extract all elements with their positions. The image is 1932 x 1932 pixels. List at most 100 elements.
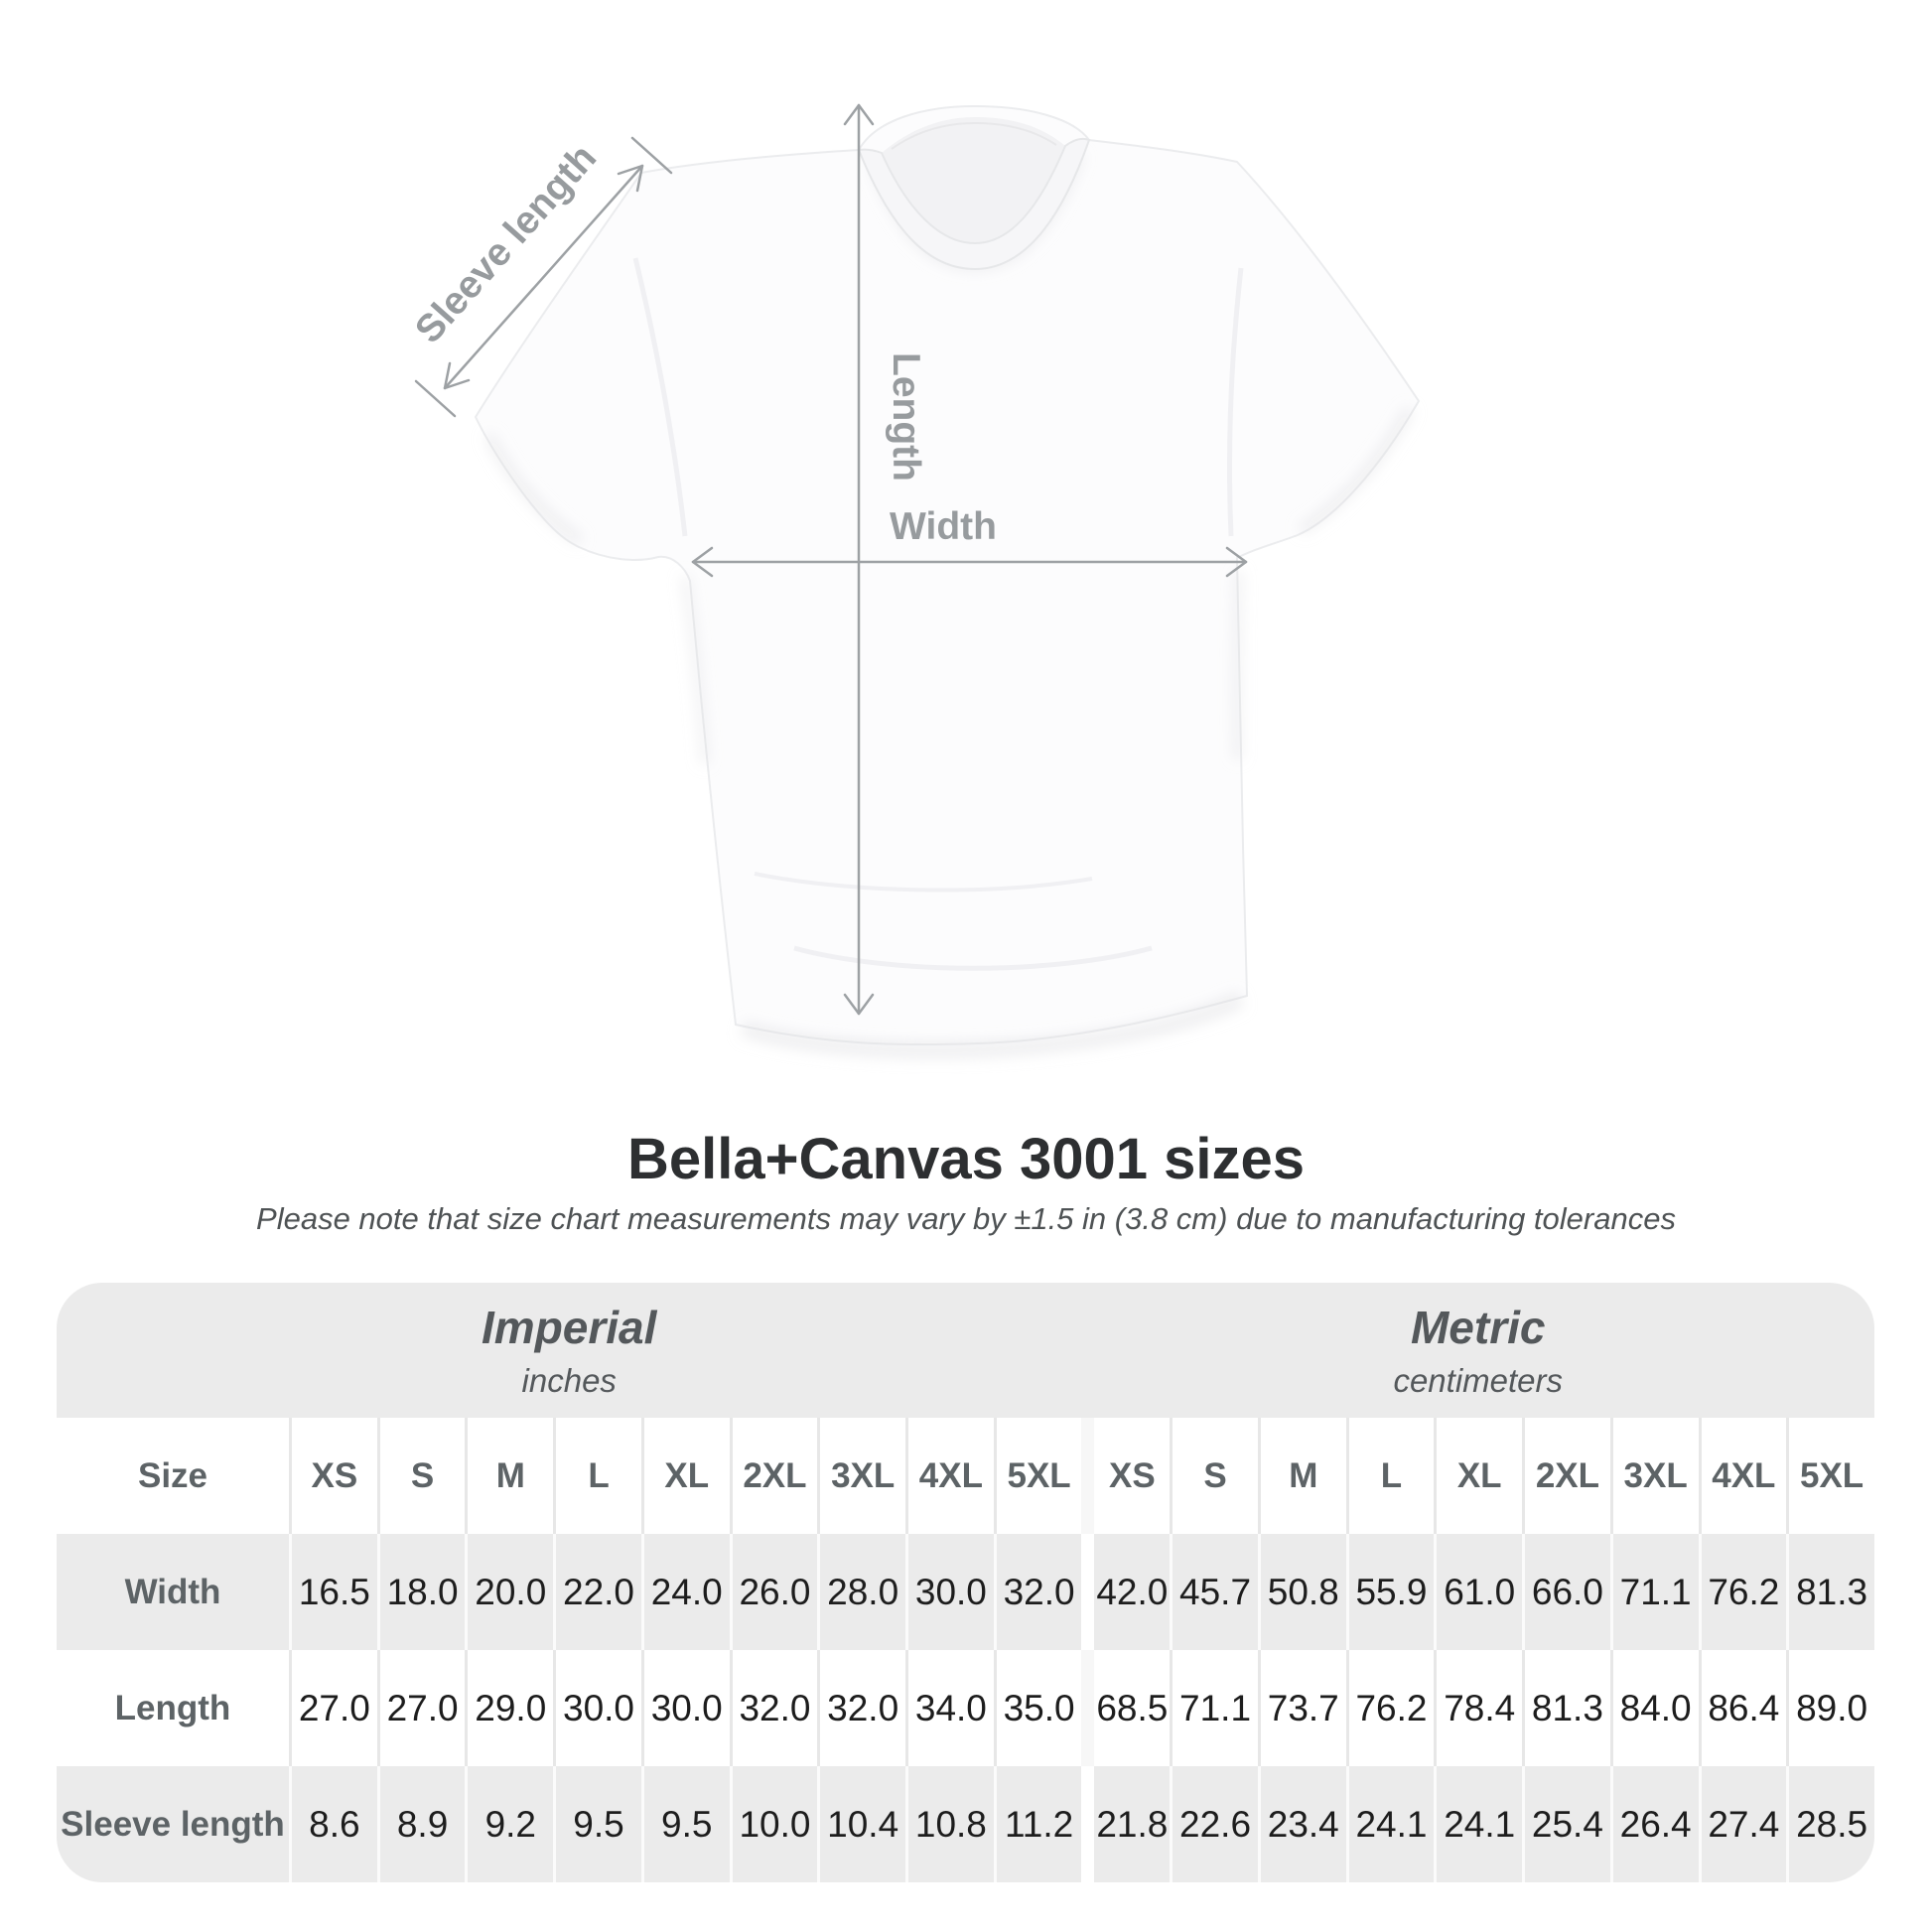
measurement-cell: 78.4 <box>1434 1650 1523 1766</box>
measurement-cell: 27.4 <box>1698 1766 1787 1882</box>
length-label: Length <box>885 352 927 482</box>
measurement-cell: 24.1 <box>1345 1766 1435 1882</box>
measurement-cell: 22.6 <box>1170 1766 1258 1882</box>
measurement-cell: 9.2 <box>465 1766 554 1882</box>
width-arrow <box>691 546 1248 578</box>
col-header-metric-2xl: 2XL <box>1522 1418 1610 1534</box>
imperial-group-name: Imperial <box>482 1302 657 1353</box>
measurement-cell: 28.0 <box>817 1534 906 1650</box>
col-header-metric-m: M <box>1257 1418 1346 1534</box>
col-header-imperial-3xl: 3XL <box>817 1418 906 1534</box>
measurement-cell: 27.0 <box>376 1650 466 1766</box>
measurement-cell: 50.8 <box>1257 1534 1346 1650</box>
measurement-cell: 10.0 <box>729 1766 818 1882</box>
measurement-cell: 29.0 <box>465 1650 554 1766</box>
measurement-cell: 30.0 <box>640 1650 730 1766</box>
imperial-group-header: Imperial inches <box>57 1283 1082 1418</box>
size-header-row: Size XS S M L XL 2XL 3XL 4XL 5XL XS S M … <box>57 1418 1874 1534</box>
metric-group-header: Metric centimeters <box>1081 1283 1874 1418</box>
col-header-imperial-l: L <box>553 1418 641 1534</box>
shirt-diagram: Sleeve length Length Width <box>407 103 1421 1059</box>
measurement-cell: 27.0 <box>289 1650 377 1766</box>
measurement-cell: 10.8 <box>905 1766 994 1882</box>
measurement-cell: 71.1 <box>1609 1534 1699 1650</box>
width-label: Width <box>890 505 997 548</box>
measurement-cell: 8.9 <box>376 1766 466 1882</box>
size-corner-header: Size <box>57 1418 289 1534</box>
measurement-cell: 76.2 <box>1345 1650 1435 1766</box>
measurement-cell: 25.4 <box>1522 1766 1610 1882</box>
sleeve-length-arrow <box>414 136 673 418</box>
imperial-group-unit: inches <box>521 1362 617 1399</box>
col-header-metric-4xl: 4XL <box>1698 1418 1787 1534</box>
measurement-cell: 34.0 <box>905 1650 994 1766</box>
measurement-cell: 30.0 <box>553 1650 641 1766</box>
col-header-metric-xl: XL <box>1434 1418 1523 1534</box>
page-title: Bella+Canvas 3001 sizes <box>627 1127 1305 1191</box>
col-header-metric-s: S <box>1170 1418 1258 1534</box>
measurement-cell: 26.4 <box>1609 1766 1699 1882</box>
tshirt-illustration <box>474 104 1421 1059</box>
table-row-width: Width 16.5 18.0 20.0 22.0 24.0 26.0 28.0… <box>57 1534 1874 1650</box>
measurement-cell: 45.7 <box>1170 1534 1258 1650</box>
measurement-cell: 32.0 <box>729 1650 818 1766</box>
measurement-cell: 86.4 <box>1698 1650 1787 1766</box>
measurement-cell: 68.5 <box>1081 1650 1171 1766</box>
measurement-cell: 81.3 <box>1786 1534 1874 1650</box>
measurement-cell: 71.1 <box>1170 1650 1258 1766</box>
col-header-imperial-4xl: 4XL <box>905 1418 994 1534</box>
col-header-metric-3xl: 3XL <box>1609 1418 1699 1534</box>
measurement-cell: 20.0 <box>465 1534 554 1650</box>
measurement-cell: 23.4 <box>1257 1766 1346 1882</box>
measurement-cell: 21.8 <box>1081 1766 1171 1882</box>
measurement-cell: 32.0 <box>993 1534 1082 1650</box>
row-label-sleeve-length: Sleeve length <box>57 1766 289 1882</box>
measurement-cell: 8.6 <box>289 1766 377 1882</box>
measurement-cell: 66.0 <box>1522 1534 1610 1650</box>
row-label-length: Length <box>57 1650 289 1766</box>
measurement-cell: 22.0 <box>553 1534 641 1650</box>
col-header-imperial-m: M <box>465 1418 554 1534</box>
measurement-cell: 81.3 <box>1522 1650 1610 1766</box>
size-table: Imperial inches Metric centimeters Size … <box>57 1283 1874 1882</box>
col-header-imperial-5xl: 5XL <box>993 1418 1082 1534</box>
row-label-width: Width <box>57 1534 289 1650</box>
metric-group-name: Metric <box>1410 1302 1546 1353</box>
measurement-cell: 35.0 <box>993 1650 1082 1766</box>
measurement-cell: 32.0 <box>817 1650 906 1766</box>
unit-band-row: Imperial inches Metric centimeters <box>57 1283 1874 1418</box>
measurement-cell: 55.9 <box>1345 1534 1435 1650</box>
measurement-cell: 73.7 <box>1257 1650 1346 1766</box>
measurement-cell: 30.0 <box>905 1534 994 1650</box>
length-arrow <box>843 103 875 1016</box>
table-row-sleeve-length: Sleeve length 8.6 8.9 9.2 9.5 9.5 10.0 1… <box>57 1766 1874 1882</box>
col-header-metric-l: L <box>1345 1418 1435 1534</box>
col-header-imperial-xs: XS <box>289 1418 377 1534</box>
measurement-cell: 24.1 <box>1434 1766 1523 1882</box>
collar-band <box>857 137 1091 271</box>
measurement-cell: 26.0 <box>729 1534 818 1650</box>
col-header-imperial-s: S <box>376 1418 466 1534</box>
measurement-cell: 10.4 <box>817 1766 906 1882</box>
measurement-cell: 9.5 <box>553 1766 641 1882</box>
measurement-cell: 16.5 <box>289 1534 377 1650</box>
measurement-cell: 9.5 <box>640 1766 730 1882</box>
measurement-cell: 76.2 <box>1698 1534 1787 1650</box>
measurement-cell: 18.0 <box>376 1534 466 1650</box>
table-row-length: Length 27.0 27.0 29.0 30.0 30.0 32.0 32.… <box>57 1650 1874 1766</box>
measurement-cell: 42.0 <box>1081 1534 1171 1650</box>
measurement-cell: 84.0 <box>1609 1650 1699 1766</box>
measurement-cell: 61.0 <box>1434 1534 1523 1650</box>
measurement-cell: 11.2 <box>993 1766 1082 1882</box>
col-header-metric-xs: XS <box>1081 1418 1171 1534</box>
measurement-cell: 89.0 <box>1786 1650 1874 1766</box>
collar-inner-back <box>882 117 1065 243</box>
measurement-cell: 24.0 <box>640 1534 730 1650</box>
col-header-imperial-2xl: 2XL <box>729 1418 818 1534</box>
page-subtitle: Please note that size chart measurements… <box>256 1201 1676 1236</box>
measurement-cell: 28.5 <box>1786 1766 1874 1882</box>
col-header-imperial-xl: XL <box>640 1418 730 1534</box>
col-header-metric-5xl: 5XL <box>1786 1418 1874 1534</box>
metric-group-unit: centimeters <box>1393 1362 1564 1399</box>
